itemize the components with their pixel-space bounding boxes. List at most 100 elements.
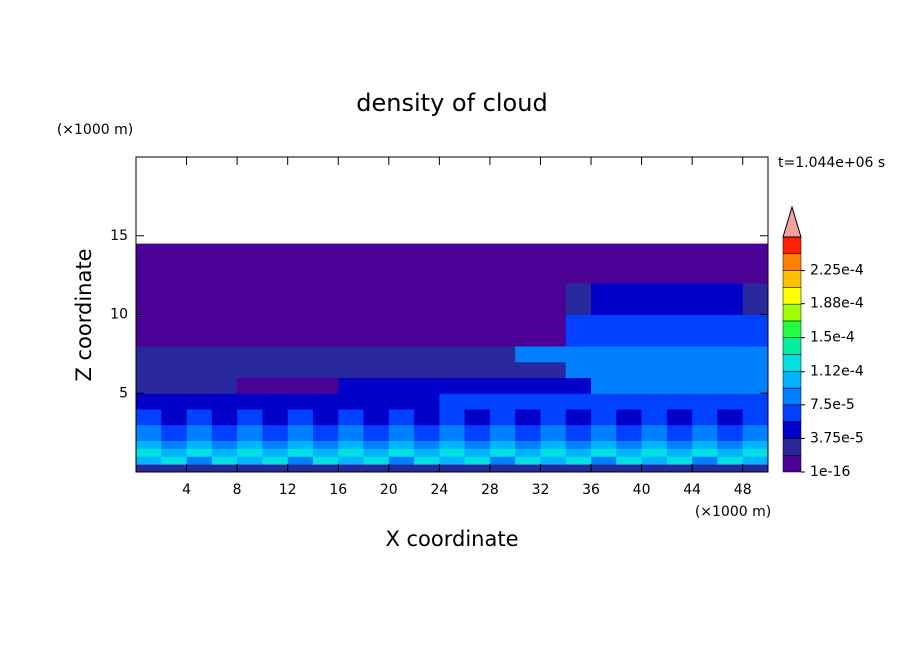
time-label: t=1.044e+06 s [778,155,885,171]
contour-cell [414,393,440,410]
contour-cell [540,464,567,473]
contour-cell [262,409,289,426]
contour-cell [211,424,238,441]
contour-cell [287,283,314,315]
contour-cell [312,440,339,449]
contour-cell [287,409,314,426]
contour-cell [211,456,238,465]
contour-cell [692,448,718,457]
contour-cell [388,409,415,426]
contour-cell [262,346,289,363]
contour-cell [338,393,365,410]
contour-cell [616,377,643,394]
contour-cell [363,448,390,457]
colorbar-tick-label: 2.25e-4 [810,263,864,279]
contour-cell [464,440,491,449]
contour-cell [262,464,289,473]
colorbar-bin [782,337,802,355]
contour-cell [211,283,238,315]
colorbar-bin [782,404,802,422]
contour-cell [591,409,617,426]
chart-title: density of cloud [356,89,547,117]
contour-cell [692,377,718,394]
contour-cell [388,448,415,457]
contour-cell [287,440,314,449]
contour-cell [717,409,744,426]
contour-cell [363,456,390,465]
contour-cell [388,377,415,394]
contour-cell [338,314,365,347]
contour-cell [717,243,744,284]
contour-cell [540,440,567,449]
contour-cell [591,314,617,347]
x-tick-label: 44 [683,482,701,498]
contour-cell [515,409,541,426]
contour-cell [464,464,491,473]
contour-cell [338,361,365,378]
contour-cell [439,424,466,441]
contour-cell [211,361,238,378]
contour-cell [565,393,592,410]
contour-cell [692,440,718,449]
contour-cell [464,314,491,347]
contour-cell [211,243,238,284]
contour-cell [489,409,516,426]
contour-cell [464,361,491,378]
contour-cell [591,440,617,449]
contour-cell [338,409,365,426]
contour-cell [540,283,567,315]
contour-cell [565,409,592,426]
colorbar-bin [782,253,802,271]
y-unit: (×1000 m) [57,122,133,138]
contour-cell [565,464,592,473]
contour-cell [338,440,365,449]
contour-cell [312,409,339,426]
contour-cell [211,440,238,449]
x-tick-label: 8 [233,482,242,498]
contour-cell [717,464,744,473]
x-tick-label: 12 [279,482,297,498]
contour-cell [742,409,769,426]
contour-cell [363,283,390,315]
contour-cell [161,377,188,394]
contour-cell [692,456,718,465]
contour-cell [742,448,769,457]
contour-cell [237,424,263,441]
contour-cell [414,464,440,473]
contour-cell [742,424,769,441]
contour-cell [666,440,693,449]
contour-cell [742,393,769,410]
contour-cell [388,464,415,473]
contour-cell [565,448,592,457]
contour-cell [489,456,516,465]
contour-cell [515,361,541,378]
contour-cell [287,346,314,363]
contour-cell [616,346,643,363]
contour-cell [717,393,744,410]
contour-cell [186,377,213,394]
contour-cell [666,377,693,394]
contour-cell [464,448,491,457]
contour-cell [287,243,314,284]
contour-cell [262,283,289,315]
contour-cell [717,361,744,378]
contour-cell [262,314,289,347]
contour-cell [591,424,617,441]
contour-cell [666,393,693,410]
x-tick-label: 24 [430,482,448,498]
contour-cell [262,393,289,410]
contour-cell [262,361,289,378]
contour-cell [717,314,744,347]
contour-cell [565,424,592,441]
contour-cell [338,464,365,473]
contour-cell [136,377,162,394]
contour-cell [666,448,693,457]
colorbar-tick-label: 1.88e-4 [810,296,864,312]
colorbar-tick-label: 3.75e-5 [810,430,864,446]
colorbar-bin [782,421,802,439]
contour-cell [616,440,643,449]
contour-cell [591,448,617,457]
contour-cell [439,448,466,457]
contour-cell [666,464,693,473]
contour-cell [161,283,188,315]
